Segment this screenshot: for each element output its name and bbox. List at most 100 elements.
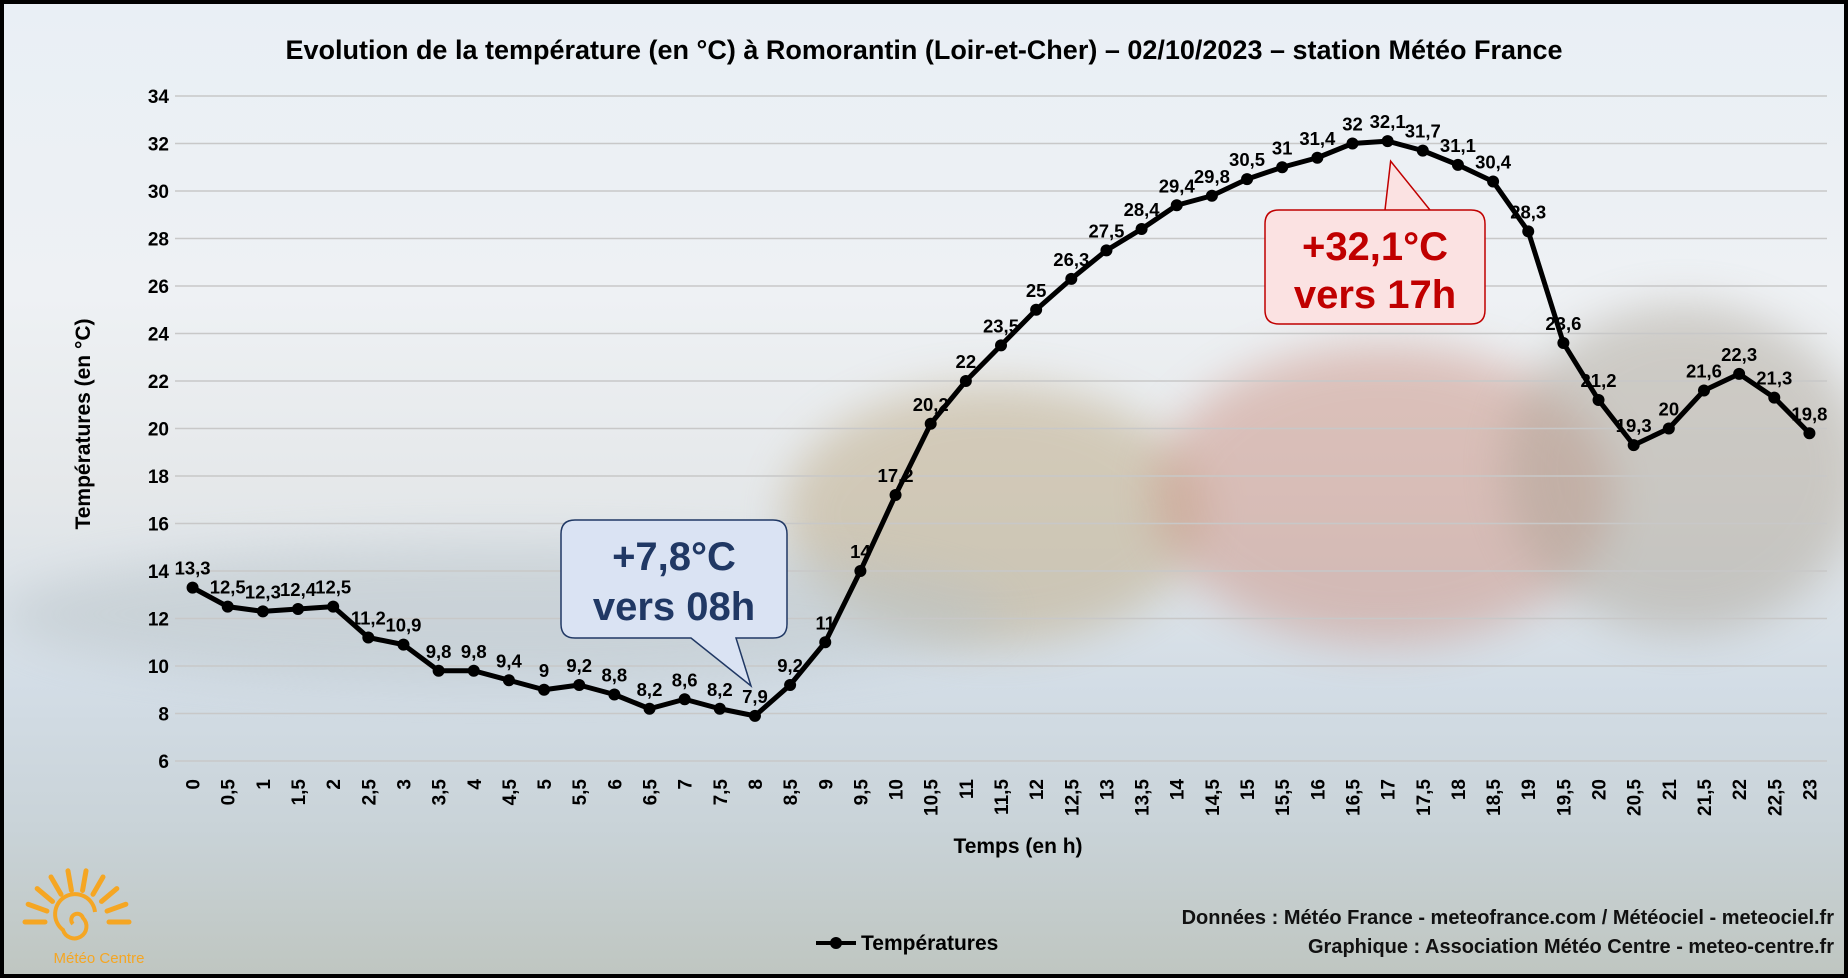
- data-point: [1135, 223, 1148, 235]
- y-tick-label: 30: [148, 182, 169, 203]
- logo-sun-ray: [99, 886, 120, 904]
- data-label: 29,4: [1159, 175, 1196, 196]
- x-tick-label: 17,5: [1414, 779, 1435, 816]
- data-point: [1662, 422, 1675, 435]
- x-tick-label: 11,5: [992, 779, 1013, 815]
- x-tick-label: 18,5: [1484, 779, 1505, 816]
- data-point: [924, 417, 937, 430]
- data-point: [1346, 137, 1359, 150]
- data-point: [1557, 337, 1570, 349]
- x-tick-label: 6,5: [641, 779, 662, 806]
- data-label: 20: [1659, 399, 1680, 420]
- data-label: 12,3: [245, 581, 281, 602]
- y-tick-label: 22: [148, 372, 169, 393]
- x-tick-label: 8,5: [781, 779, 802, 806]
- data-label: 17,2: [878, 465, 914, 486]
- chart-frame: Evolution de la température (en °C) à Ro…: [4, 4, 1844, 974]
- x-tick-label: 20: [1590, 779, 1611, 800]
- y-tick-label: 34: [148, 87, 170, 108]
- logo-sun-ray: [34, 886, 55, 904]
- data-label: 9,2: [566, 655, 592, 676]
- chart-title: Evolution de la température (en °C) à Ro…: [285, 35, 1562, 65]
- data-label: 8,2: [637, 679, 663, 700]
- x-tick-label: 1: [254, 779, 275, 790]
- x-tick-label: 5: [535, 779, 556, 790]
- data-label: 20,2: [913, 394, 949, 415]
- logo-spiral: [53, 892, 97, 941]
- data-label: 9: [539, 660, 549, 681]
- x-axis-title: Temps (en h): [953, 835, 1082, 858]
- data-label: 9,4: [496, 650, 522, 671]
- x-tick-label: 4,5: [500, 779, 521, 806]
- data-label: 26,3: [1053, 249, 1089, 270]
- logo-text: Météo Centre: [54, 950, 145, 967]
- data-label: 25: [1026, 280, 1047, 301]
- legend-label: Températures: [861, 932, 998, 955]
- data-point: [1170, 199, 1183, 212]
- x-tick-label: 15,5: [1273, 779, 1294, 816]
- data-point: [1416, 144, 1429, 157]
- y-tick-label: 20: [148, 420, 169, 441]
- data-label: 31,1: [1440, 135, 1476, 156]
- logo-sun-ray: [104, 901, 129, 914]
- data-point: [186, 581, 199, 594]
- data-point: [467, 664, 480, 677]
- x-tick-label: 2: [324, 779, 345, 790]
- data-label: 21,2: [1581, 370, 1617, 391]
- data-point: [1733, 367, 1746, 380]
- data-label: 27,5: [1088, 220, 1124, 241]
- logo-sun-ray: [90, 874, 106, 897]
- x-tick-label: 18: [1449, 779, 1470, 800]
- x-tick-label: 0: [184, 779, 205, 790]
- data-label: 12,4: [280, 579, 317, 600]
- data-label: 12,5: [315, 577, 351, 598]
- x-tick-label: 15: [1238, 779, 1259, 801]
- y-tick-label: 14: [148, 562, 170, 583]
- data-label: 9,2: [777, 655, 803, 676]
- data-label: 19,8: [1791, 403, 1827, 424]
- x-tick-label: 6: [605, 779, 626, 790]
- y-tick-label: 12: [148, 610, 169, 631]
- x-tick-label: 9: [816, 779, 837, 790]
- data-point: [1487, 175, 1500, 188]
- data-point: [502, 674, 515, 687]
- data-point: [748, 709, 761, 722]
- y-tick-label: 8: [158, 705, 169, 726]
- x-tick-label: 12,5: [1062, 779, 1083, 816]
- x-tick-label: 1,5: [289, 779, 310, 806]
- data-point: [327, 600, 340, 613]
- data-point: [1241, 173, 1254, 186]
- data-point: [1522, 225, 1535, 238]
- data-label: 30,5: [1229, 149, 1265, 170]
- y-axis-title: Températures (en °C): [72, 318, 95, 529]
- credits-line-1: Données : Météo France - meteofrance.com…: [1182, 907, 1835, 929]
- data-label: 11: [815, 612, 835, 633]
- x-tick-label: 16: [1308, 779, 1329, 800]
- data-point: [1803, 427, 1816, 440]
- data-point: [573, 679, 586, 691]
- x-tick-label: 3,5: [430, 779, 451, 806]
- data-label: 31,7: [1405, 121, 1441, 142]
- data-point: [854, 565, 867, 577]
- data-label: 9,8: [461, 641, 487, 662]
- x-tick-label: 14,5: [1203, 779, 1224, 816]
- x-tick-label: 3: [394, 779, 415, 790]
- x-tick-label: 22: [1730, 779, 1751, 800]
- data-point: [1205, 189, 1218, 202]
- data-point: [643, 702, 656, 715]
- x-tick-label: 9,5: [851, 779, 872, 806]
- data-label: 30,4: [1475, 152, 1512, 173]
- callout-max-time: vers 17h: [1294, 273, 1456, 317]
- data-label: 22,3: [1721, 344, 1757, 365]
- callout-min-value: +7,8°C: [612, 535, 736, 579]
- data-label: 21,3: [1756, 368, 1792, 389]
- background-foliage: [1154, 344, 1614, 644]
- x-tick-label: 5,5: [570, 779, 591, 806]
- y-tick-label: 10: [148, 657, 169, 678]
- data-point: [1276, 161, 1289, 174]
- data-point: [1311, 151, 1324, 164]
- data-point: [678, 693, 691, 706]
- data-point: [1451, 158, 1464, 171]
- data-point: [1768, 391, 1781, 404]
- data-label: 21,6: [1686, 361, 1722, 382]
